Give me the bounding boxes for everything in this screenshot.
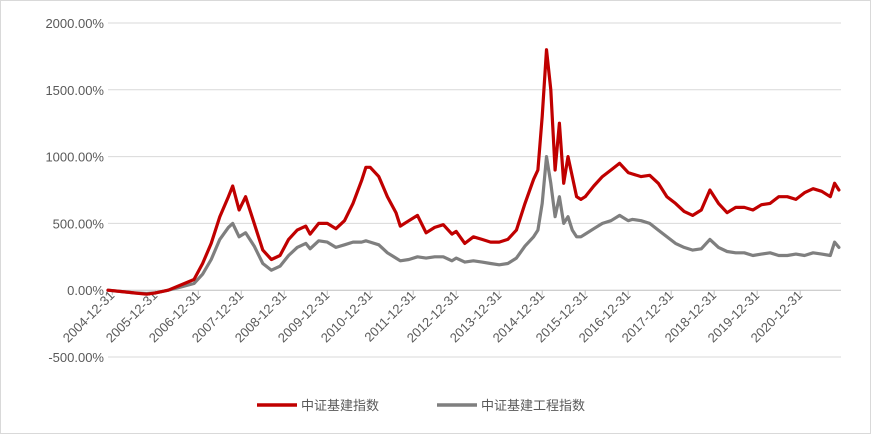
series-lines: [106, 48, 841, 296]
axes: [108, 289, 841, 296]
y-tick-label: 1000.00%: [45, 150, 104, 165]
legend-label: 中证基建工程指数: [481, 399, 585, 414]
y-tick-label: -500.00%: [48, 350, 104, 365]
y-tick-labels: -500.00% 0.00% 500.00% 1000.00% 1500.00% 2000…: [45, 16, 104, 365]
y-tick-label: 0.00%: [67, 283, 104, 298]
x-tick-labels: 2004-12-312005-12-312006-12-312007-12-31…: [60, 288, 805, 346]
series-line-jijian: [106, 48, 841, 296]
y-tick-label: 2000.00%: [45, 16, 104, 31]
legend: 中证基建指数 中证基建工程指数: [257, 399, 585, 414]
y-tick-label: 1500.00%: [45, 83, 104, 98]
legend-label: 中证基建指数: [301, 399, 379, 414]
gridlines: [108, 22, 841, 358]
series-line-jijian-gongcheng: [106, 155, 841, 296]
y-tick-label: 500.00%: [53, 216, 105, 231]
